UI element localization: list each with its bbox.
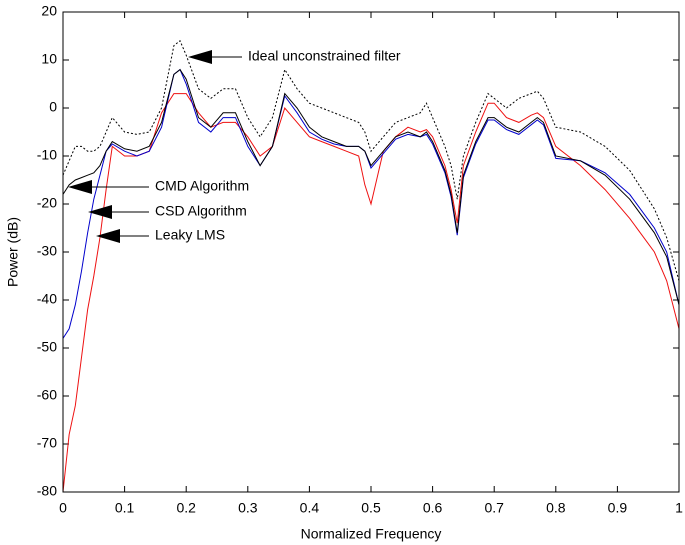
y-axis-label: Power (dB) — [5, 217, 21, 287]
x-tick-label: 0.1 — [115, 500, 135, 516]
y-tick-label: -20 — [37, 195, 57, 211]
x-tick-label: 0.2 — [176, 500, 196, 516]
annotation-arrow-head — [188, 50, 212, 64]
y-tick-label: -10 — [37, 147, 57, 163]
y-tick-label: 10 — [41, 51, 57, 67]
y-tick-label: -50 — [37, 339, 57, 355]
series-line — [62, 93, 680, 493]
x-tick-label: 0.3 — [238, 500, 258, 516]
y-tick-label: 0 — [49, 99, 57, 115]
series-line — [62, 40, 680, 281]
y-tick-label: -70 — [37, 435, 57, 451]
x-axis-label: Normalized Frequency — [301, 526, 442, 542]
y-tick-label: -60 — [37, 387, 57, 403]
y-tick-label: 20 — [41, 3, 57, 19]
annotation-arrow-head — [96, 229, 120, 243]
y-tick-label: -30 — [37, 243, 57, 259]
x-tick-label: 0 — [59, 500, 67, 516]
annotation-label: CSD Algorithm — [155, 203, 247, 219]
x-tick-label: 0.6 — [423, 500, 443, 516]
annotation-arrow-head — [88, 205, 112, 219]
annotation-label: CMD Algorithm — [155, 178, 249, 194]
annotation-arrow-head — [68, 180, 92, 194]
x-tick-label: 0.8 — [546, 500, 566, 516]
x-tick-label: 0.5 — [361, 500, 381, 516]
annotation-label: Leaky LMS — [155, 227, 225, 243]
x-tick-label: 0.7 — [484, 500, 504, 516]
x-tick-label: 0.4 — [300, 500, 320, 516]
y-tick-label: -80 — [37, 483, 57, 499]
x-tick-label: 0.9 — [608, 500, 628, 516]
y-tick-label: -40 — [37, 291, 57, 307]
annotation-label: Ideal unconstrained filter — [248, 48, 401, 64]
x-tick-label: 1 — [675, 500, 683, 516]
plot-frame — [62, 11, 680, 493]
series-line — [62, 68, 680, 305]
